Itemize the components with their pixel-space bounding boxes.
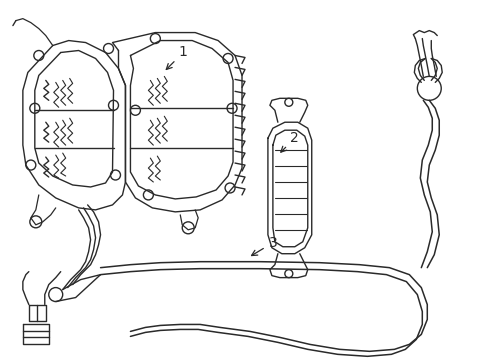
Text: 3: 3 <box>251 236 277 256</box>
Text: 2: 2 <box>280 131 299 152</box>
Text: 1: 1 <box>166 45 187 69</box>
